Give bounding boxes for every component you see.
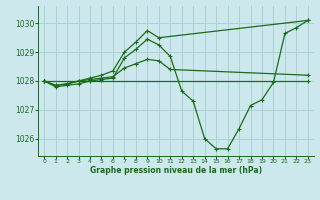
X-axis label: Graphe pression niveau de la mer (hPa): Graphe pression niveau de la mer (hPa): [90, 166, 262, 175]
